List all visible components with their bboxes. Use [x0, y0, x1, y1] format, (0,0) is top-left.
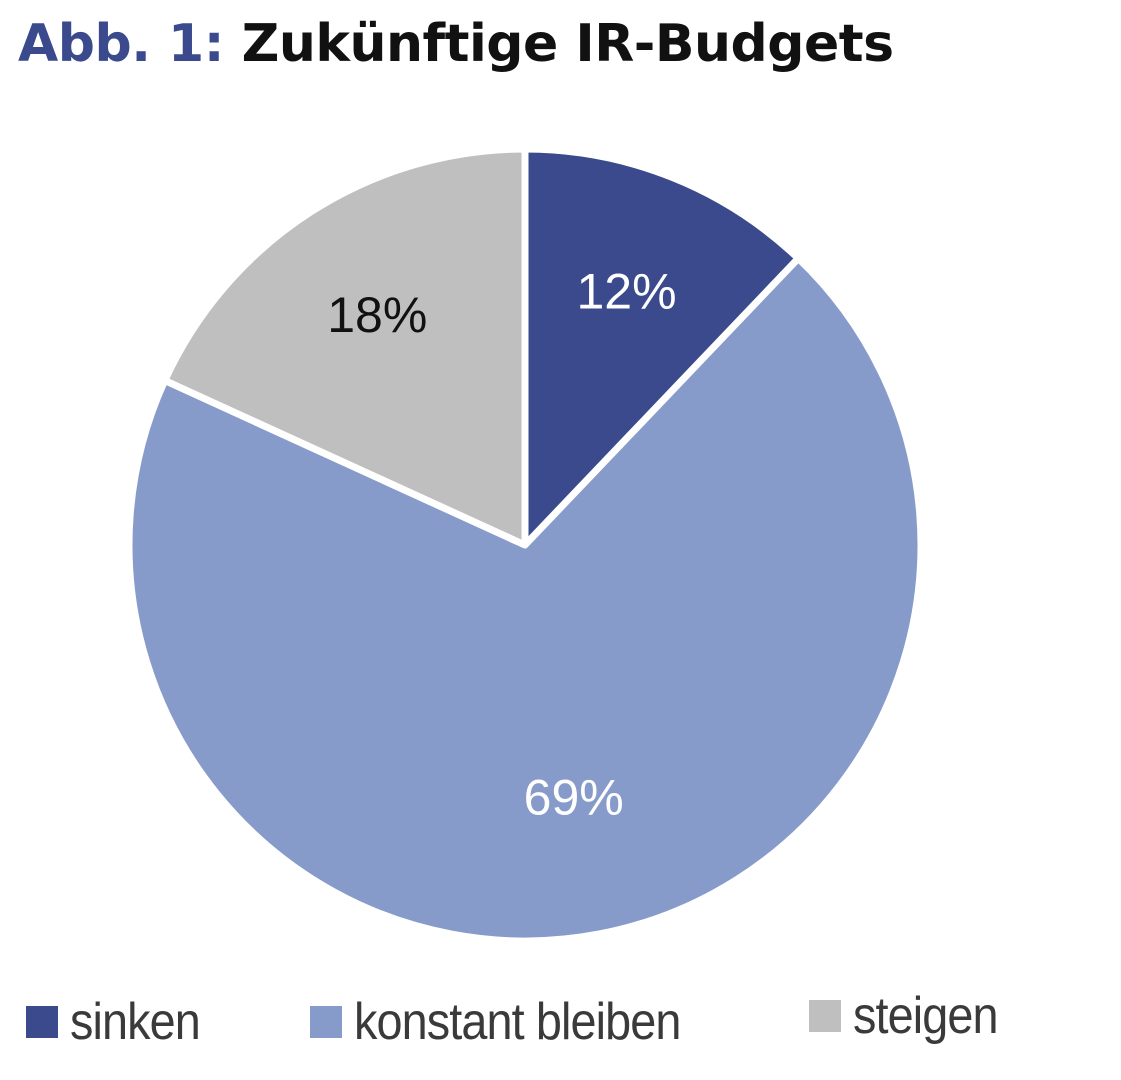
legend-item-konstant-bleiben: konstant bleiben	[310, 992, 717, 1052]
title-main: Zukünftige IR-Budgets	[241, 14, 894, 74]
data-label-konstant-bleiben: 69%	[524, 770, 624, 826]
data-label-steigen: 18%	[327, 287, 427, 343]
legend-swatch-steigen	[809, 1000, 842, 1032]
chart-title: Abb. 1: Zukünftige IR-Budgets	[18, 14, 894, 74]
legend-swatch-konstant-bleiben	[310, 1006, 343, 1038]
pie-slice-steigen	[161, 145, 529, 549]
title-prefix: Abb. 1:	[18, 14, 225, 74]
data-label-sinken: 12%	[577, 263, 677, 319]
pie-slice-sinken	[521, 145, 802, 549]
legend-label-konstant-bleiben: konstant bleiben	[354, 993, 681, 1051]
pie-slice-konstant-bleiben	[125, 254, 925, 945]
legend-label-sinken: sinken	[70, 993, 201, 1051]
legend-item-steigen: steigen	[809, 986, 1014, 1046]
legend: sinken konstant bleiben steigen	[26, 987, 1014, 1052]
legend-swatch-sinken	[26, 1006, 58, 1038]
legend-label-steigen: steigen	[853, 987, 999, 1045]
legend-item-sinken: sinken	[26, 992, 214, 1052]
